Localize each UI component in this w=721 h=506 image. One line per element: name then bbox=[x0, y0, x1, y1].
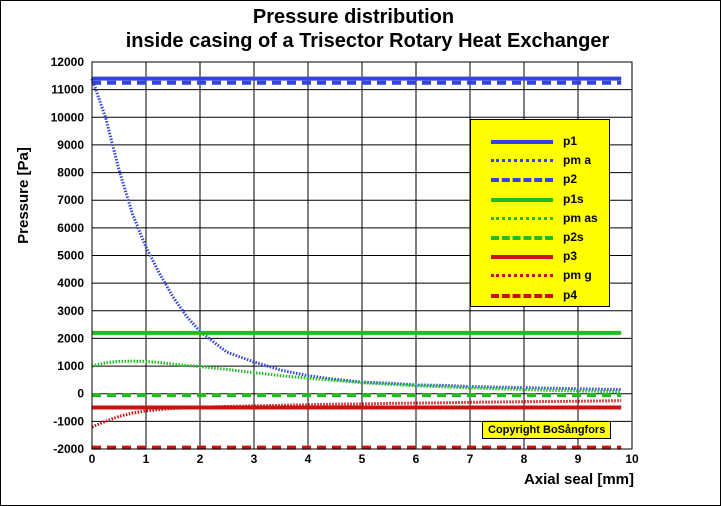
legend-swatch bbox=[491, 216, 553, 220]
legend-item-pmg: pm g bbox=[471, 268, 609, 287]
x-tick-label: 1 bbox=[143, 452, 150, 466]
y-tick-label: 11000 bbox=[51, 83, 84, 97]
legend-swatch bbox=[491, 178, 553, 183]
legend-item-pma: pm a bbox=[471, 153, 609, 172]
x-tick-label: 3 bbox=[251, 452, 258, 466]
y-tick-label: 12000 bbox=[51, 55, 85, 69]
y-tick-label: 3000 bbox=[57, 304, 84, 318]
legend-label: p4 bbox=[563, 287, 578, 302]
legend-swatch bbox=[491, 140, 553, 144]
series-line-pmas bbox=[91, 359, 622, 394]
legend-label: p2 bbox=[563, 172, 578, 187]
y-tick-label: 5000 bbox=[57, 249, 84, 263]
x-tick-label: 5 bbox=[359, 452, 366, 466]
series-lines bbox=[90, 76, 622, 450]
legend-item-p2: p2 bbox=[471, 172, 609, 191]
chart-title: Pressure distribution bbox=[252, 6, 455, 28]
tick-labels: 0 1 2 3 4 5 6 7 8 9 10 -2000 -1000 0 1000 2000 3000 4000 5… bbox=[51, 55, 639, 466]
legend-swatch bbox=[491, 235, 553, 240]
y-axis-label: Pressure [Pa] bbox=[15, 147, 32, 244]
x-tick-label: 0 bbox=[89, 452, 96, 466]
chart-legend: p1 pm a p2 p1s pm as p2s p3 pm g p4 bbox=[470, 119, 610, 307]
chart-subtitle: inside casing of a Trisector Rotary Heat… bbox=[125, 30, 610, 52]
legend-label: pm as bbox=[563, 210, 598, 225]
copyright-annotation: Copyright BoSångfors bbox=[482, 421, 612, 439]
legend-swatch bbox=[491, 274, 553, 278]
legend-item-p3: p3 bbox=[471, 249, 609, 268]
x-tick-label: 4 bbox=[305, 452, 312, 466]
x-axis-label: Axial seal [mm] bbox=[524, 471, 634, 488]
x-tick-label: 10 bbox=[625, 452, 639, 466]
x-tick-label: 7 bbox=[467, 452, 474, 466]
legend-label: p1 bbox=[563, 134, 578, 148]
y-tick-label: -1000 bbox=[53, 414, 84, 428]
legend-swatch bbox=[491, 293, 553, 298]
legend-label: p1s bbox=[563, 191, 584, 206]
legend-label: pm g bbox=[563, 268, 592, 283]
x-tick-label: 9 bbox=[575, 452, 582, 466]
y-tick-label: 9000 bbox=[57, 138, 84, 152]
legend-label: p3 bbox=[563, 249, 578, 264]
y-tick-label: 4000 bbox=[57, 276, 84, 290]
x-tick-label: 2 bbox=[197, 452, 204, 466]
y-tick-label: 1000 bbox=[57, 359, 84, 373]
legend-label: p2s bbox=[563, 229, 584, 244]
legend-item-p4: p4 bbox=[471, 288, 609, 307]
legend-item-p2s: p2s bbox=[471, 230, 609, 249]
series-line-pma bbox=[90, 78, 622, 392]
y-tick-label: 0 bbox=[77, 387, 84, 401]
y-tick-label: 6000 bbox=[57, 221, 84, 235]
x-tick-label: 6 bbox=[413, 452, 420, 466]
y-tick-label: -2000 bbox=[53, 442, 84, 456]
legend-item-pmas: pm as bbox=[471, 211, 609, 230]
y-tick-label: 8000 bbox=[57, 166, 84, 180]
legend-item-p1: p1 bbox=[471, 134, 609, 153]
legend-label: pm a bbox=[563, 153, 592, 168]
y-tick-label: 7000 bbox=[57, 193, 84, 207]
plot-area-border bbox=[91, 61, 633, 450]
legend-item-p1s: p1s bbox=[471, 192, 609, 211]
legend-swatch bbox=[491, 255, 553, 260]
y-tick-label: 2000 bbox=[57, 331, 84, 345]
legend-swatch bbox=[491, 197, 553, 202]
y-tick-label: 10000 bbox=[51, 110, 85, 124]
x-tick-label: 8 bbox=[521, 452, 528, 466]
legend-swatch bbox=[491, 159, 553, 163]
